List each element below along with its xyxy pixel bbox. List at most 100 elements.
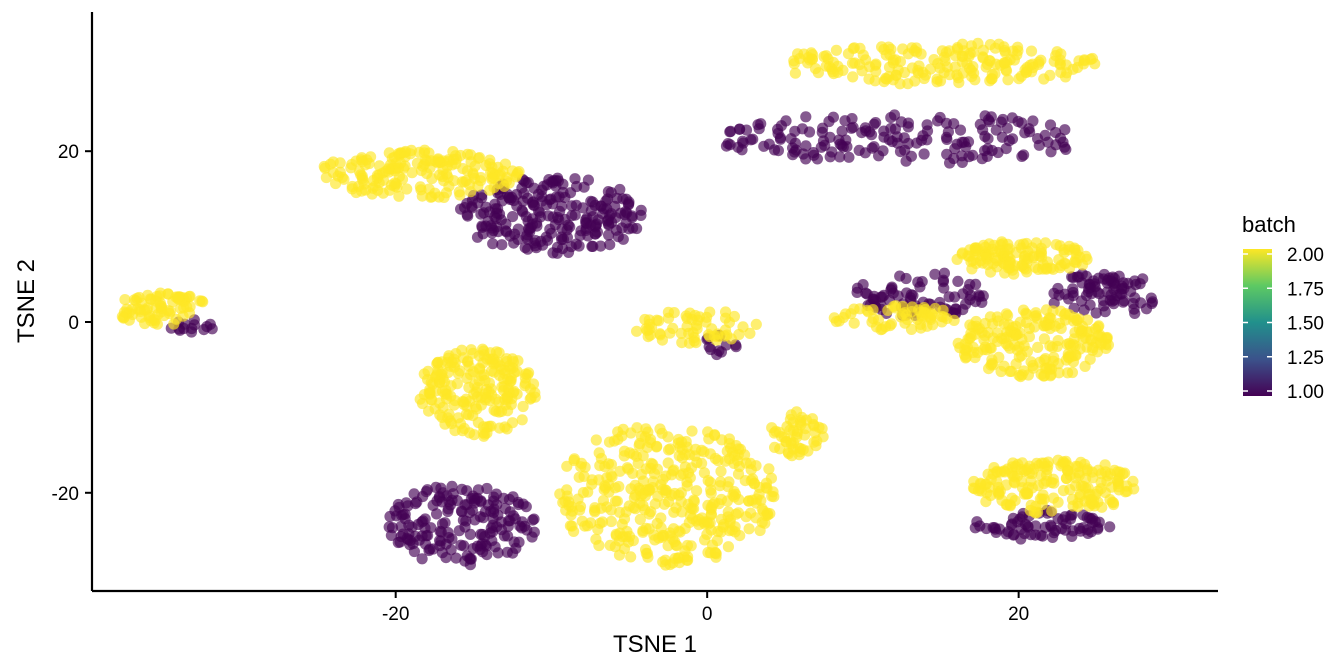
data-point — [705, 487, 717, 499]
data-point — [1016, 117, 1028, 129]
data-point — [979, 241, 992, 253]
data-point — [418, 368, 430, 380]
data-point — [792, 48, 804, 60]
data-point — [477, 357, 489, 369]
data-point — [1002, 309, 1014, 322]
data-point — [400, 497, 412, 509]
data-point — [1047, 263, 1059, 275]
data-point — [569, 209, 581, 221]
data-point — [1006, 133, 1019, 145]
data-point — [386, 522, 399, 534]
y-axis-title: TSNE 2 — [13, 259, 40, 343]
data-point — [675, 487, 687, 499]
data-point — [941, 312, 953, 325]
data-point — [1002, 238, 1014, 250]
data-point — [568, 453, 581, 465]
data-point — [591, 226, 604, 238]
data-point — [1035, 368, 1047, 380]
data-point — [757, 505, 770, 517]
data-point — [760, 477, 773, 489]
data-point — [116, 311, 128, 323]
data-point — [1059, 258, 1071, 270]
y-tick-label: 20 — [58, 142, 79, 163]
data-point — [985, 266, 997, 278]
data-point — [446, 159, 458, 171]
data-point — [535, 235, 547, 247]
data-point — [817, 431, 829, 443]
data-point — [438, 191, 450, 203]
legend-tick-label: 1.25 — [1287, 348, 1324, 369]
data-point — [145, 315, 157, 327]
data-point — [430, 481, 442, 493]
data-point — [709, 452, 722, 465]
data-point — [1068, 312, 1080, 324]
data-point — [450, 150, 462, 162]
data-point — [1083, 326, 1095, 338]
data-point — [486, 161, 498, 173]
data-point — [1061, 67, 1073, 79]
data-point — [1023, 331, 1035, 343]
data-point — [878, 43, 890, 56]
data-point — [723, 438, 736, 450]
data-point — [843, 151, 855, 163]
data-point — [431, 358, 443, 370]
data-point — [479, 394, 492, 406]
data-point — [1092, 485, 1104, 497]
data-point — [465, 149, 477, 161]
data-point — [1018, 149, 1030, 161]
data-point — [913, 60, 925, 72]
data-point — [983, 55, 995, 67]
data-point — [614, 183, 626, 196]
data-point — [820, 50, 832, 62]
data-point — [824, 131, 836, 143]
data-point — [1059, 309, 1071, 321]
data-point — [705, 547, 717, 559]
data-point — [693, 513, 705, 526]
data-point — [775, 431, 788, 443]
data-point — [499, 393, 511, 406]
data-point — [868, 290, 880, 302]
data-point — [985, 73, 998, 85]
data-point — [897, 43, 909, 55]
data-point — [423, 183, 435, 195]
data-point — [499, 158, 511, 170]
data-point — [488, 181, 500, 194]
data-point — [346, 183, 358, 195]
data-point — [422, 529, 434, 542]
data-point — [929, 268, 941, 280]
data-point — [979, 317, 991, 330]
data-point — [957, 304, 969, 316]
data-point — [487, 238, 499, 250]
data-point — [722, 481, 734, 493]
data-point — [647, 482, 659, 494]
data-point — [469, 172, 481, 185]
data-point — [197, 296, 209, 308]
data-point — [927, 309, 939, 321]
data-point — [1051, 340, 1063, 353]
data-point — [711, 348, 723, 361]
data-point — [618, 450, 630, 462]
data-point — [1146, 297, 1158, 310]
data-point — [711, 334, 723, 346]
data-point — [662, 312, 675, 324]
data-point — [585, 517, 597, 529]
data-point — [989, 42, 1002, 54]
data-point — [605, 469, 617, 481]
data-point — [848, 42, 860, 54]
data-point — [580, 217, 593, 230]
data-point — [927, 319, 939, 331]
data-point — [500, 175, 513, 187]
data-point — [458, 176, 470, 188]
data-point — [650, 441, 663, 453]
data-point — [457, 163, 469, 175]
data-point — [763, 463, 775, 475]
data-point — [944, 157, 956, 169]
data-point — [817, 122, 829, 134]
data-point — [574, 504, 586, 516]
data-point — [993, 488, 1005, 500]
data-point — [758, 140, 770, 152]
data-point — [1030, 520, 1042, 532]
data-point — [451, 378, 463, 390]
data-point — [1108, 464, 1121, 476]
data-point — [1037, 263, 1049, 275]
